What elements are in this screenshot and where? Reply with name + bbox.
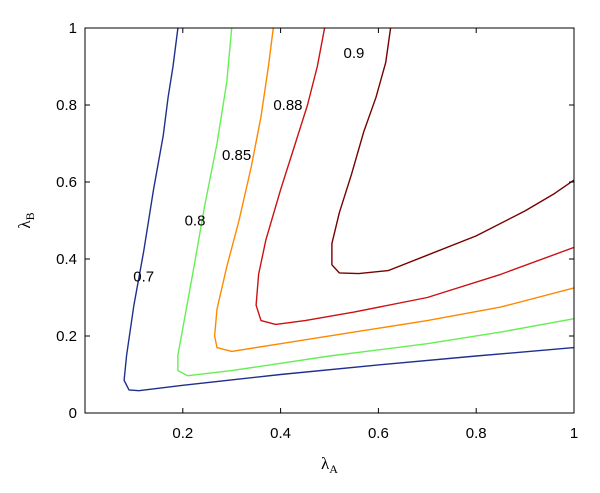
y-axis-label-base: λ xyxy=(15,220,34,229)
x-axis-label: λA xyxy=(321,454,338,476)
contour-line-0.88 xyxy=(255,27,575,326)
y-tick-label: 0.4 xyxy=(56,251,77,268)
contour-line-0.7 xyxy=(123,27,575,392)
y-tick-label: 0 xyxy=(69,405,77,422)
x-tick-label: 1 xyxy=(570,425,578,442)
x-tick-label: 0.4 xyxy=(270,425,291,442)
contour-labels-layer: 0.7 0.8 0.85 0.88 0.9 xyxy=(133,45,364,285)
contour-label-0.7: 0.7 xyxy=(133,268,154,285)
contour-line-0.9 xyxy=(331,27,575,275)
contour-label-0.85: 0.85 xyxy=(222,147,251,164)
contour-line-0.8 xyxy=(177,27,575,377)
x-axis-label-base: λ xyxy=(321,454,330,473)
y-axis-label: λB xyxy=(15,212,37,228)
contours-layer xyxy=(123,27,575,392)
y-tick-label: 1 xyxy=(69,20,77,37)
x-tick-label: 0.8 xyxy=(466,425,487,442)
contour-line-0.85 xyxy=(213,27,575,353)
contour-label-0.88: 0.88 xyxy=(273,97,302,114)
plot-frame xyxy=(84,27,575,414)
contour-label-0.9: 0.9 xyxy=(344,45,365,62)
contour-label-0.8: 0.8 xyxy=(185,213,206,230)
y-axis-label-sub: B xyxy=(23,212,37,220)
x-tick-label: 0.2 xyxy=(172,425,193,442)
x-tick-label: 0.6 xyxy=(368,425,389,442)
x-axis-label-sub: A xyxy=(329,462,338,476)
ticks-layer: 0.2 0.4 0.6 0.8 1 0 0.2 0.4 0.6 0.8 1 xyxy=(56,20,578,442)
y-tick-label: 0.8 xyxy=(56,97,77,114)
y-tick-label: 0.2 xyxy=(56,328,77,345)
y-tick-label: 0.6 xyxy=(56,174,77,191)
